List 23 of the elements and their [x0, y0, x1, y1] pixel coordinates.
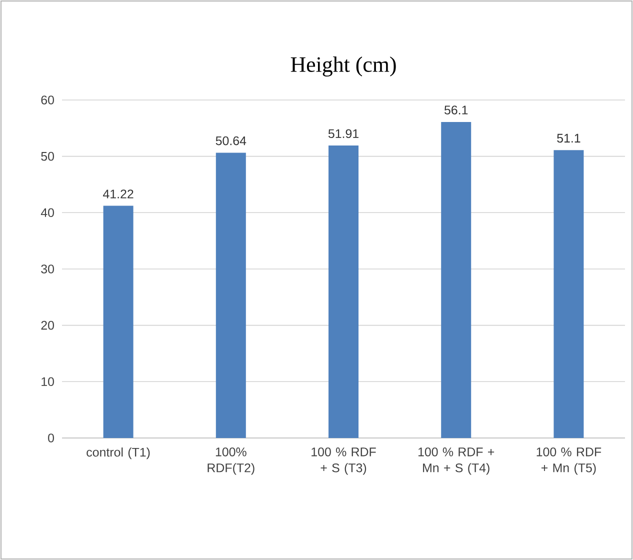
y-tick-label: 30 — [41, 264, 54, 274]
y-tick-label: 20 — [41, 320, 54, 330]
chart-title: Height (cm) — [290, 56, 396, 76]
bar — [554, 150, 584, 438]
y-tick-label: 10 — [42, 377, 54, 386]
data-label: 50.64 — [216, 136, 246, 146]
data-label: 41.22 — [103, 190, 134, 198]
y-tick-label: 0 — [48, 434, 54, 442]
bar — [216, 152, 246, 438]
y-tick-label: 60 — [41, 96, 54, 104]
bar — [441, 122, 472, 438]
data-label: 56.1 — [444, 106, 468, 114]
bar — [328, 146, 359, 438]
x-tick-label: 100 % RDF + Mn + S (T4) — [418, 448, 494, 475]
x-tick-label: 100 % RDF + S (T3) — [312, 448, 376, 475]
x-tick-label: 100% RDF(T2) — [208, 448, 254, 475]
x-tick-label: 100 % RDF + Mn (T5) — [536, 448, 602, 475]
bar — [103, 206, 134, 438]
data-label: 51.1 — [557, 134, 580, 143]
y-tick-label: 40 — [40, 208, 54, 218]
y-tick-label: 50 — [41, 152, 54, 161]
data-label: 51.91 — [328, 129, 358, 138]
x-tick-label: control (T1) — [86, 447, 150, 460]
